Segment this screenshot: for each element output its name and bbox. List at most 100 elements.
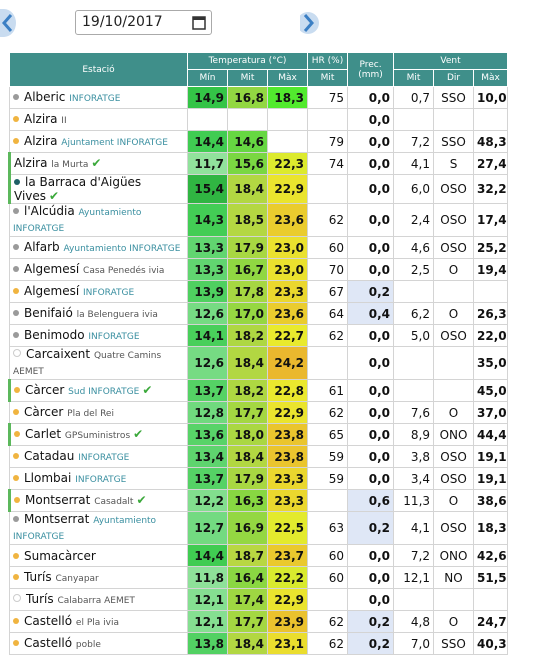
temp-mit: 17,4 [227, 588, 268, 611]
temp-min: 13,6 [187, 423, 228, 446]
station-cell: Algemesí INFORATGE [9, 280, 188, 303]
humidity: 62 [307, 401, 349, 424]
prev-day[interactable] [0, 9, 16, 37]
station-cell: Turís Calabarra AEMET [9, 588, 188, 611]
station-source: INFORATGE [78, 452, 130, 463]
humidity: 60 [307, 236, 349, 259]
verified-icon: ✔ [91, 155, 102, 170]
wind-max: 38,6 [473, 489, 509, 512]
station-cell: l'Alcúdia Ayuntamiento INFORATGE [9, 203, 188, 237]
next-day[interactable] [300, 9, 320, 37]
station-row: Alberic INFORATGE 14,9 16,8 18,3 75 0,0 0,7 SSO… [9, 86, 509, 109]
humidity: 60 [307, 566, 349, 589]
station-name: l'Alcúdia [24, 204, 75, 218]
header-cell: Prec. (mm) [347, 52, 395, 87]
table-body: Alberic INFORATGE 14,9 16,8 18,3 75 0,0 0,7 SSO… [8, 86, 509, 655]
temp-min [187, 108, 228, 131]
temp-mit: 17,9 [227, 467, 268, 490]
station-name: Montserrat [25, 492, 91, 507]
wind-max: 19,4 [473, 258, 509, 281]
station-cell: Benifaió la Belenguera ivia [9, 302, 188, 325]
temp-mit: 18,2 [227, 324, 268, 347]
station-source: Calabarra AEMET [57, 595, 135, 606]
temp-min: 12,2 [187, 489, 228, 512]
station-row: Sumacàrcer 14,4 18,7 23,7 60 0,0 7,2 ONO 42,6 [9, 544, 509, 567]
humidity [307, 489, 349, 512]
wind-mit: 4,6 [393, 236, 435, 259]
wind-mit: 4,1 [393, 152, 435, 175]
temp-max: 22,5 [266, 511, 309, 545]
wind-max: 44,4 [473, 423, 509, 446]
temp-max: 23,0 [266, 258, 309, 281]
temp-min: 12,6 [187, 302, 228, 325]
wind-max: 24,7 [473, 610, 509, 633]
wind-mit [393, 379, 435, 402]
temp-max: 22,3 [266, 152, 309, 175]
station-cell: Catadau INFORATGE [9, 445, 188, 468]
wind-max: 40,3 [473, 632, 509, 655]
humidity [307, 174, 349, 204]
date-input[interactable]: 19/10/2017 [75, 10, 212, 35]
status-dot [13, 552, 19, 559]
precipitation: 0,0 [347, 203, 395, 237]
wind-max: 17,4 [473, 203, 509, 237]
station-cell: Castelló el Pla ivia [9, 610, 188, 633]
status-dot [14, 179, 20, 185]
station-row: Carcaixent Quatre Camins AEMET 12,6 18,4 24… [9, 346, 509, 380]
temp-min: 13,9 [187, 280, 228, 303]
wind-max: 27,4 [473, 152, 509, 175]
wind-dir: SSO [433, 86, 475, 109]
wind-mit: 2,4 [393, 203, 435, 237]
humidity: 64 [307, 302, 349, 325]
temp-mit: 17,0 [227, 302, 268, 325]
station-name: Alzira [24, 111, 58, 126]
temp-max: 23,3 [266, 467, 309, 490]
precipitation: 0,4 [347, 302, 395, 325]
verified-icon: ✔ [133, 426, 144, 441]
station-cell: Alzira Ajuntament INFORATGE [9, 130, 188, 153]
verified-icon: ✔ [49, 189, 60, 203]
temp-min: 14,4 [187, 544, 228, 567]
station-cell: Alzira II [9, 108, 188, 131]
temp-min: 13,3 [187, 258, 228, 281]
wind-mit: 3,4 [393, 467, 435, 490]
precipitation: 0,0 [347, 346, 395, 380]
temp-min: 14,3 [187, 203, 228, 237]
status-dot [13, 287, 19, 294]
subheader-cell: Mín [187, 69, 228, 87]
temp-min: 15,4 [187, 174, 228, 204]
wind-dir: OSO [433, 445, 475, 468]
wind-dir: OSO [433, 511, 475, 545]
status-dot [14, 430, 20, 437]
precipitation: 0,0 [347, 423, 395, 446]
precipitation: 0,0 [347, 467, 395, 490]
precipitation: 0,0 [347, 152, 395, 175]
station-cell: Montserrat Ayuntamiento INFORATGE [9, 511, 188, 545]
calendar-icon[interactable] [192, 15, 206, 30]
humidity [307, 108, 349, 131]
humidity: 62 [307, 324, 349, 347]
status-dot [13, 408, 19, 415]
station-cell: Alzira la Murta ✔ [8, 152, 188, 175]
station-name: la Barraca d'Aigües Vives [14, 175, 142, 203]
temp-max: 23,8 [266, 423, 309, 446]
precipitation: 0,0 [347, 174, 395, 204]
status-dot [13, 243, 19, 250]
verified-icon: ✔ [136, 492, 147, 507]
subheader-row: Mín Mit Màx Mit Mit Dir Màx [10, 69, 509, 87]
wind-dir: ONO [433, 423, 475, 446]
wind-max [473, 108, 509, 131]
humidity: 65 [307, 423, 349, 446]
temp-mit: 18,4 [227, 174, 268, 204]
wind-mit [393, 346, 435, 380]
station-source: Casa Penedés ivia [83, 265, 165, 276]
wind-mit: 4,8 [393, 610, 435, 633]
station-source: Canyapar [55, 573, 99, 584]
humidity: 62 [307, 610, 349, 633]
precipitation: 0,0 [347, 324, 395, 347]
station-row: Castelló el Pla ivia 12,1 17,7 23,9 62 0,2 4,8… [9, 610, 509, 633]
wind-max: 26,3 [473, 302, 509, 325]
station-source: la Murta [51, 159, 89, 170]
precipitation: 0,0 [347, 445, 395, 468]
station-row: Benimodo INFORATGE 14,1 18,2 22,7 62 0,0 5,0 OS… [9, 324, 509, 347]
